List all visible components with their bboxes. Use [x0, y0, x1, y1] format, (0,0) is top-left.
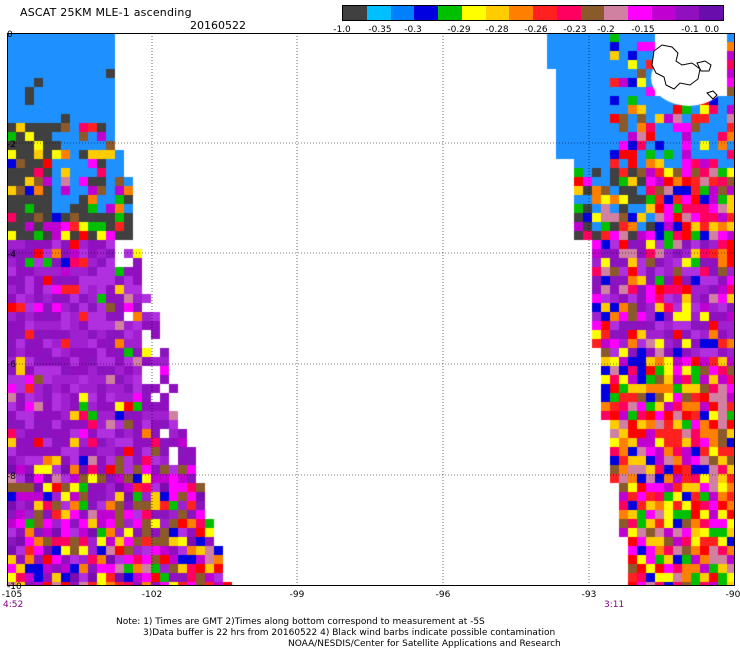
colorbar-swatch-9 [556, 6, 581, 20]
colorbar-tick-label: -0.2 [597, 25, 615, 35]
colorbar-swatch-0 [343, 6, 367, 20]
latitude-label: -10 [7, 582, 22, 592]
map-grid [7, 33, 735, 586]
longitude-label: -99 [289, 590, 305, 600]
colorbar-tick-label: -0.28 [485, 25, 509, 35]
footer-note-line-2: 3)Data buffer is 22 hrs from 20160522 4)… [143, 628, 556, 638]
footer-note-line-1: Note: 1) Times are GMT 2)Times along bot… [116, 617, 485, 627]
chart-date: 20160522 [190, 19, 246, 32]
longitude-label: -90 [725, 590, 740, 600]
galapagos-islands-outline [651, 44, 718, 100]
colorbar-swatch-2 [390, 6, 415, 20]
colorbar-swatch-14 [675, 6, 700, 20]
colorbar-tick-label: -0.26 [524, 25, 548, 35]
colorbar-swatch-10 [580, 6, 605, 20]
colorbar-swatch-15 [699, 6, 723, 20]
latitude-label: -4 [7, 250, 16, 260]
chart-title: ASCAT 25KM MLE-1 ascending [20, 6, 192, 19]
colorbar-swatch-12 [628, 6, 652, 20]
colorbar-swatch-1 [366, 6, 391, 20]
colorbar-tick-label: -0.29 [447, 25, 471, 35]
colorbar-tick-label: -1.0 [333, 25, 351, 35]
longitude-label: -102 [141, 590, 163, 600]
colorbar-swatch-4 [438, 6, 462, 20]
colorbar-tick-label: -0.1 [681, 25, 699, 35]
colorbar-tick-label: -0.3 [404, 25, 422, 35]
colorbar-tick-label: -0.23 [563, 25, 587, 35]
longitude-label: -96 [435, 590, 451, 600]
latitude-label: -6 [7, 360, 16, 370]
colorbar-tick-label: 0.0 [704, 25, 720, 35]
longitude-label: -93 [581, 590, 597, 600]
colorbar-swatch-6 [485, 6, 510, 20]
colorbar-swatch-13 [651, 6, 676, 20]
latitude-label: -8 [7, 472, 16, 482]
colorbar-swatch-3 [414, 6, 438, 20]
colorbar-swatch-11 [604, 6, 628, 20]
right-pass-time: 3:11 [604, 600, 625, 610]
colorbar-swatch-7 [509, 6, 533, 20]
map-area [7, 33, 735, 586]
longitude-label: -105 [1, 590, 23, 600]
color-scale-bar [342, 5, 724, 21]
colorbar-swatch-5 [461, 6, 486, 20]
left-pass-time: 4:52 [3, 600, 24, 610]
colorbar-tick-label: -0.35 [368, 25, 392, 35]
color-scale-ticks: -1.0 -0.35 -0.3 -0.29 -0.28 -0.26 -0.23 -0.2 -0.… [0, 25, 740, 39]
colorbar-tick-label: -0.15 [631, 25, 655, 35]
latitude-label: 0 [7, 30, 13, 40]
colorbar-swatch-8 [533, 6, 557, 20]
footer-credit: NOAA/NESDIS/Center for Satellite Applica… [288, 639, 561, 649]
right-swath [7, 33, 735, 586]
latitude-label: -2 [7, 140, 16, 150]
